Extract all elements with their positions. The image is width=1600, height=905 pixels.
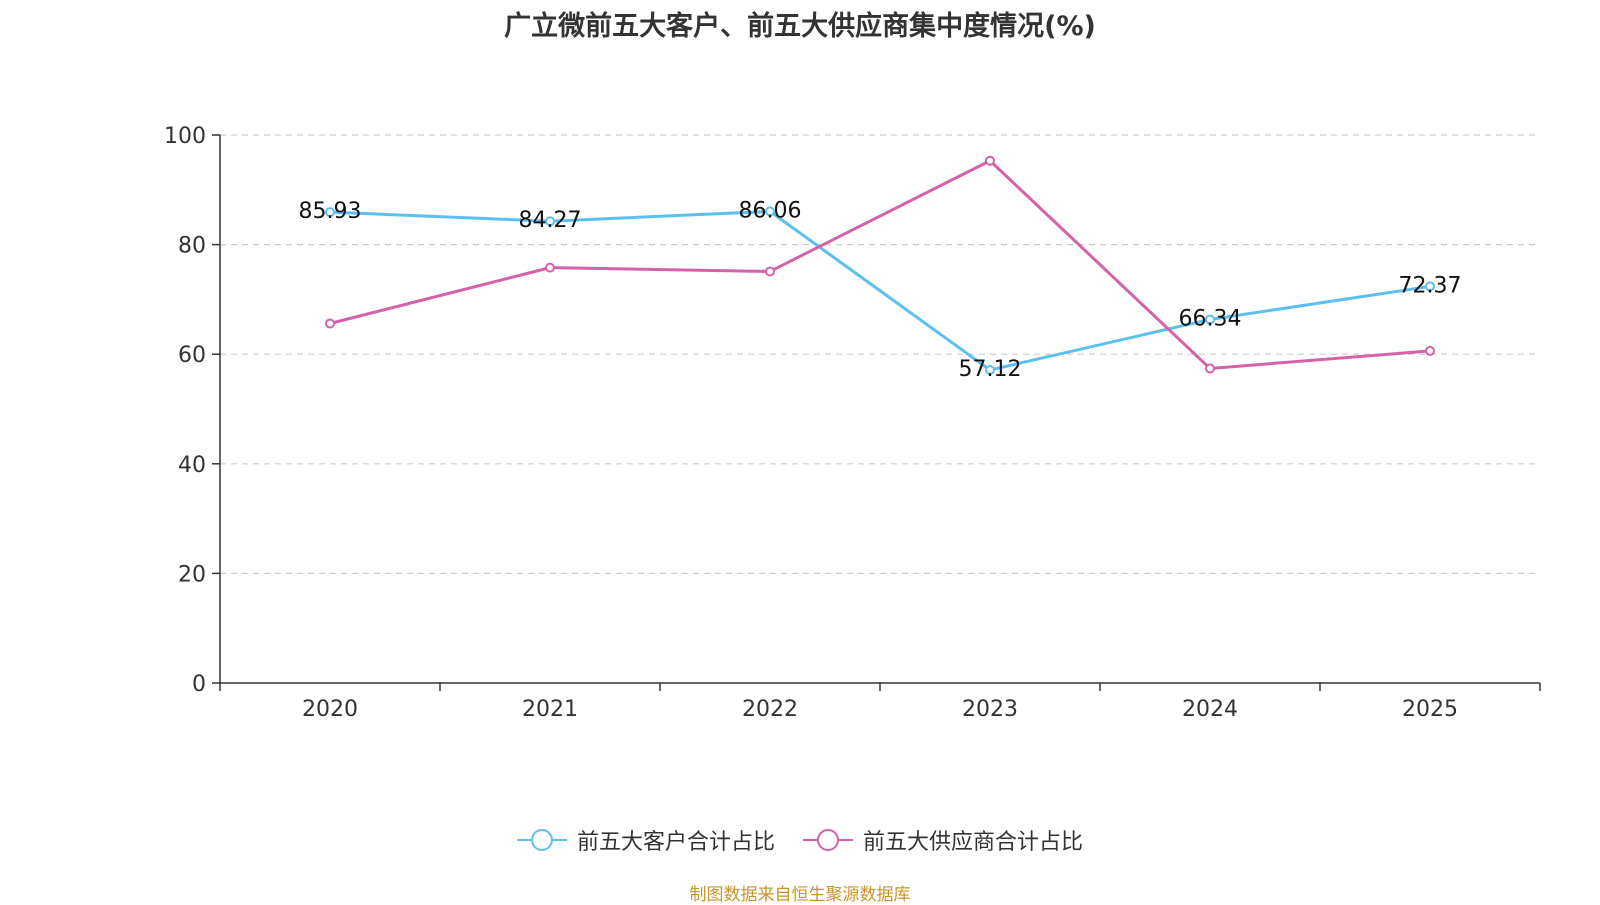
data-point xyxy=(985,364,995,375)
x-tick-label: 2025 xyxy=(1402,697,1458,722)
data-label: 72.37 xyxy=(1399,273,1462,298)
y-tick-label: 20 xyxy=(178,562,206,587)
axes: 0 20 40 60 80 100 2020 2021 2022 2023 2024 2025 xyxy=(164,124,1541,722)
data-point xyxy=(545,262,555,273)
data-point xyxy=(545,216,555,227)
data-label: 86.06 xyxy=(739,198,802,223)
data-point xyxy=(1425,345,1435,356)
grid-lines xyxy=(220,134,1540,575)
data-point xyxy=(985,155,995,166)
series-line-0 xyxy=(329,209,1431,372)
data-point xyxy=(765,206,775,217)
x-tick-label: 2022 xyxy=(742,697,798,722)
y-tick-label: 0 xyxy=(192,672,206,697)
legend: 前五大客户合计占比 前五大供应商合计占比 xyxy=(0,824,1600,856)
series-lines xyxy=(325,155,1435,375)
series-line-1 xyxy=(329,159,1431,370)
data-label: 57.12 xyxy=(959,357,1022,382)
x-tick-label: 2020 xyxy=(302,697,358,722)
data-point xyxy=(765,266,775,277)
data-label: 66.34 xyxy=(1179,306,1242,331)
data-point xyxy=(325,207,335,218)
x-tick-label: 2023 xyxy=(962,697,1018,722)
data-label: 84.27 xyxy=(519,208,582,233)
y-tick-label: 40 xyxy=(178,453,206,478)
legend-suppliers-marker-icon xyxy=(803,828,853,852)
y-tick-label: 60 xyxy=(178,343,206,368)
data-point xyxy=(325,318,335,329)
legend-customers-label: 前五大客户合计占比 xyxy=(576,830,775,855)
y-tick-label: 80 xyxy=(178,234,206,259)
legend-item-suppliers[interactable]: 前五大供应商合计占比 xyxy=(803,824,1083,856)
chart-title: 广立微前五大客户、前五大供应商集中度情况(%) xyxy=(504,11,1096,42)
x-tick-label: 2021 xyxy=(522,697,578,722)
y-tick-label: 100 xyxy=(164,124,206,149)
data-label: 85.93 xyxy=(299,199,362,224)
data-point xyxy=(1205,314,1215,325)
legend-customers-marker-icon xyxy=(516,828,567,852)
source-note: 制图数据来自恒生聚源数据库 xyxy=(689,885,911,905)
legend-item-customers[interactable]: 前五大客户合计占比 xyxy=(516,824,775,856)
data-labels: 85.93 84.27 86.06 57.12 66.34 72.37 xyxy=(299,198,1462,382)
x-tick-label: 2024 xyxy=(1182,697,1238,722)
data-point xyxy=(1425,281,1435,292)
data-point xyxy=(1205,363,1215,374)
legend-suppliers-label: 前五大供应商合计占比 xyxy=(863,830,1084,855)
